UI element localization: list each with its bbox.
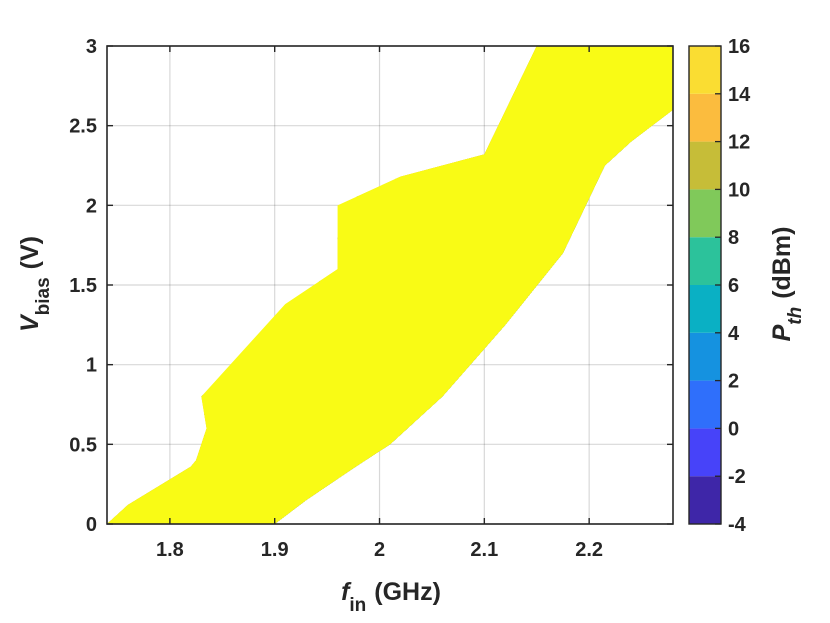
x-axis-ticks: 1.8 1.9 2 2.1 2.2 — [156, 46, 603, 561]
colorbar-tick-label: 12 — [728, 132, 750, 154]
colorbar-swatch — [689, 189, 721, 238]
colorbar-title-main: P — [768, 324, 796, 341]
y-axis-title-unit: (V) — [16, 236, 44, 269]
y-tick-label: 3 — [86, 36, 97, 58]
y-tick-label: 2 — [86, 195, 97, 217]
colorbar-tick-label: -2 — [728, 466, 746, 488]
colorbar-swatch — [689, 428, 721, 477]
y-tick-label: 2.5 — [69, 116, 97, 138]
x-axis-title-main: f — [341, 578, 352, 606]
colorbar-tick-label: -4 — [728, 514, 747, 536]
y-axis-title: Vbias (V) — [16, 236, 54, 332]
colorbar-swatch — [689, 285, 721, 333]
colorbar-tick-label: 8 — [728, 227, 739, 249]
colorbar-swatch — [689, 476, 721, 524]
colorbar-tick-label: 14 — [728, 84, 751, 106]
x-tick-label: 2.2 — [575, 539, 603, 561]
colorbar-tick-label: 2 — [728, 371, 739, 393]
colorbar-title-sub: th — [785, 307, 806, 325]
y-tick-label: 0 — [86, 514, 97, 536]
y-axis-ticks: 0 0.5 1 1.5 2 2.5 3 — [69, 36, 673, 536]
x-tick-label: 2.1 — [470, 539, 498, 561]
colorbar-title: Pth (dBm) — [768, 227, 806, 342]
x-tick-label: 1.9 — [261, 539, 289, 561]
colorbar-tick-label: 6 — [728, 275, 739, 297]
colorbar — [689, 46, 721, 524]
colorbar-ticks: -4 -2 0 2 4 6 8 10 12 14 16 — [715, 36, 751, 536]
colorbar-swatch — [689, 46, 721, 94]
colorbar-title-unit: (dBm) — [768, 227, 796, 299]
x-axis-title-unit: (GHz) — [374, 578, 441, 606]
colorbar-tick-label: 0 — [728, 418, 739, 440]
y-tick-label: 0.5 — [69, 434, 97, 456]
colorbar-tick-label: 16 — [728, 36, 750, 58]
colorbar-tick-label: 10 — [728, 179, 750, 201]
colorbar-tick-label: 4 — [728, 323, 740, 345]
x-axis-title-sub: in — [349, 595, 366, 616]
colorbar-swatch — [689, 141, 721, 190]
y-tick-label: 1.5 — [69, 275, 97, 297]
colorbar-swatch — [689, 93, 721, 142]
colorbar-swatch — [689, 380, 721, 429]
y-tick-label: 1 — [86, 355, 97, 377]
colorbar-swatch — [689, 332, 721, 381]
x-tick-label: 2 — [374, 539, 385, 561]
x-axis-title: fin (GHz) — [341, 578, 441, 616]
y-axis-title-main: V — [16, 313, 44, 332]
y-axis-title-sub: bias — [33, 277, 54, 315]
colorbar-swatch — [689, 237, 721, 285]
x-tick-label: 1.8 — [156, 539, 184, 561]
